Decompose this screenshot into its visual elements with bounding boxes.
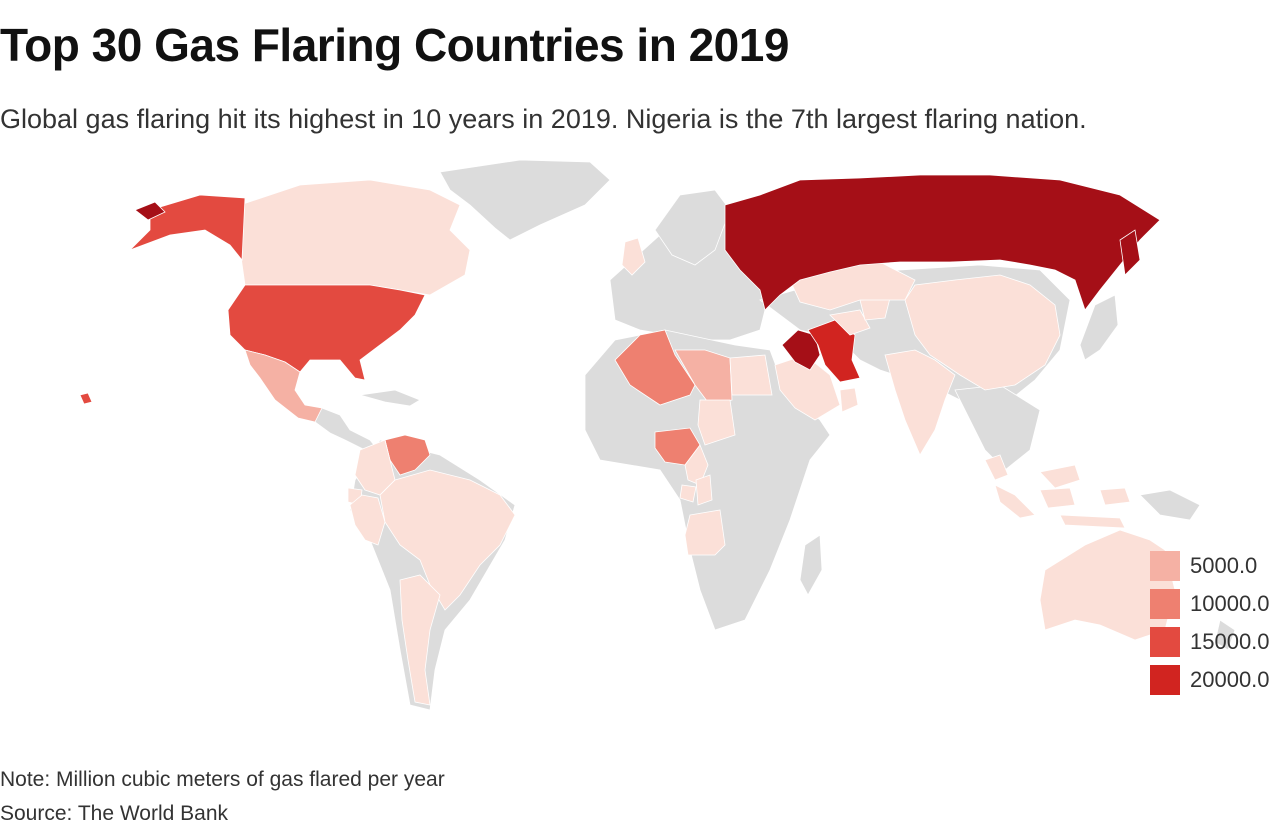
- mexico-shape[interactable]: [244, 349, 323, 423]
- southeast-asia-shape: [954, 384, 1041, 471]
- australia-shape[interactable]: [1039, 529, 1176, 641]
- legend-label: 5000.0: [1190, 553, 1258, 578]
- indonesia-shape[interactable]: [994, 484, 1131, 529]
- chart-title: Top 30 Gas Flaring Countries in 2019: [0, 19, 789, 71]
- iraq-shape[interactable]: [781, 329, 821, 371]
- cameroon-shape[interactable]: [684, 444, 709, 486]
- scandinavia-shape: [654, 189, 731, 266]
- legend-label: 15000.0: [1190, 629, 1270, 654]
- libya-shape[interactable]: [674, 349, 733, 406]
- chart-note: Note: Million cubic meters of gas flared…: [0, 768, 445, 791]
- oman-shape[interactable]: [839, 387, 859, 413]
- canada-shape[interactable]: [239, 179, 471, 296]
- peru-shape[interactable]: [349, 494, 386, 546]
- legend-swatch: [1150, 627, 1180, 657]
- new-guinea-shape: [1139, 489, 1201, 521]
- united-kingdom-shape[interactable]: [621, 237, 646, 276]
- brazil-shape[interactable]: [379, 469, 516, 611]
- legend-swatch: [1150, 551, 1180, 581]
- gabon-shape[interactable]: [679, 484, 697, 503]
- legend-swatch: [1150, 665, 1180, 695]
- malaysia-shape[interactable]: [984, 454, 1081, 489]
- world-map[interactable]: [0, 150, 1288, 730]
- china-shape[interactable]: [904, 274, 1061, 391]
- venezuela-shape[interactable]: [384, 434, 431, 476]
- congo-shape[interactable]: [695, 474, 713, 506]
- chart-source: Source: The World Bank: [0, 802, 229, 825]
- legend-swatch: [1150, 589, 1180, 619]
- greenland-shape: [439, 159, 611, 241]
- new-zealand-shape: [1214, 619, 1236, 651]
- chart-subtitle: Global gas flaring hit its highest in 10…: [0, 104, 1087, 134]
- madagascar-shape: [799, 534, 823, 596]
- russia-shape[interactable]: [724, 174, 1161, 311]
- india-shape[interactable]: [884, 349, 956, 456]
- legend-label: 10000.0: [1190, 591, 1270, 616]
- japan-shape: [1079, 294, 1119, 361]
- turkmenistan-shape[interactable]: [829, 309, 871, 336]
- hawaii-shape[interactable]: [79, 392, 93, 405]
- legend-label: 20000.0: [1190, 667, 1270, 692]
- alaska-north-slope-shape[interactable]: [134, 201, 166, 221]
- russia-island-shape[interactable]: [1119, 229, 1141, 276]
- egypt-shape[interactable]: [729, 354, 773, 396]
- argentina-shape[interactable]: [399, 574, 441, 706]
- chad-shape[interactable]: [697, 399, 736, 446]
- uzbekistan-shape[interactable]: [859, 297, 891, 321]
- caribbean-shape: [359, 389, 421, 407]
- angola-shape[interactable]: [684, 509, 726, 556]
